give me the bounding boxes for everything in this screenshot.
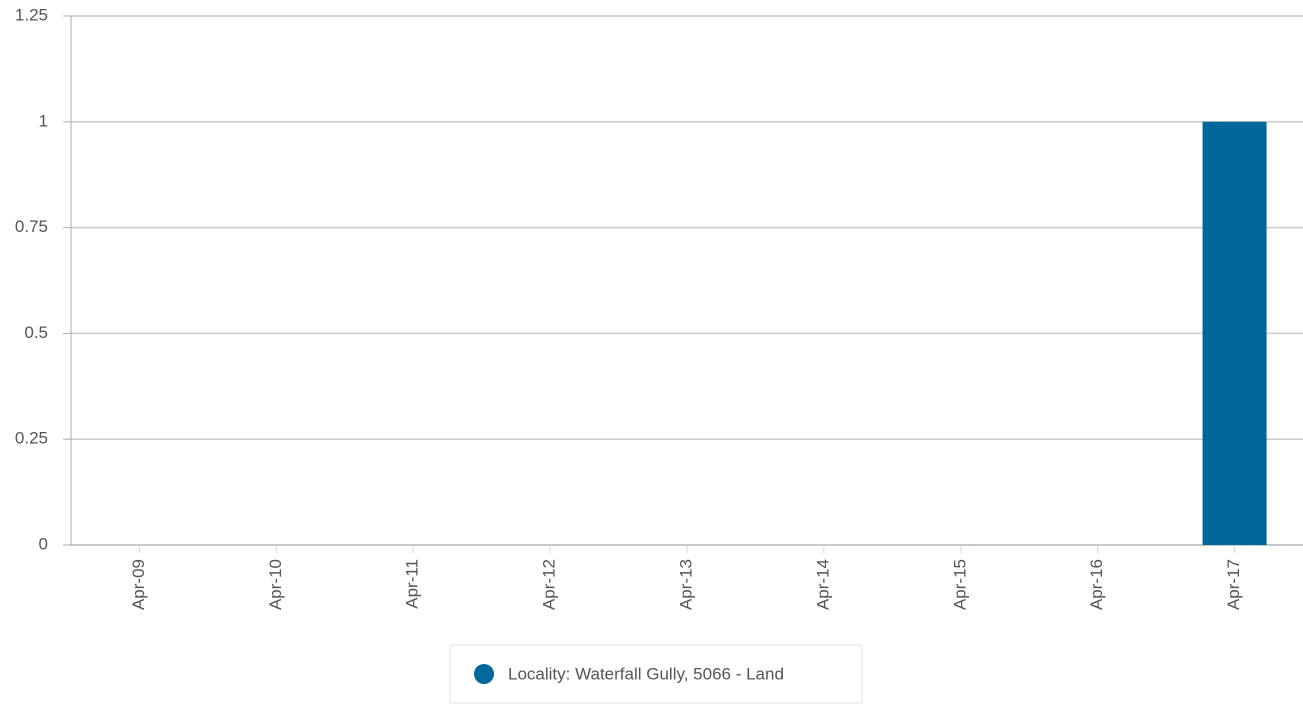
y-tick-label: 0.75 <box>15 217 48 236</box>
y-tick-label: 0.5 <box>24 323 48 342</box>
y-tick-label: 1.25 <box>15 5 48 24</box>
legend-box <box>449 644 863 704</box>
x-tick-label: Apr-14 <box>813 559 832 610</box>
x-tick-label: Apr-10 <box>266 559 285 610</box>
x-tick-label: Apr-09 <box>129 559 148 610</box>
x-tick-label: Apr-12 <box>540 559 559 610</box>
x-tick-label: Apr-13 <box>676 559 695 610</box>
legend-label: Locality: Waterfall Gully, 5066 - Land <box>508 664 784 683</box>
x-tick-label: Apr-17 <box>1224 559 1243 610</box>
bar <box>1202 121 1267 546</box>
y-tick-label: 0 <box>39 534 48 553</box>
y-tick-label: 0.25 <box>15 429 48 448</box>
x-tick-label: Apr-11 <box>403 559 422 609</box>
x-tick-label: Apr-16 <box>1087 559 1106 610</box>
x-tick-label: Apr-15 <box>950 559 969 610</box>
y-tick-label: 1 <box>39 111 48 130</box>
legend-marker <box>474 664 494 684</box>
